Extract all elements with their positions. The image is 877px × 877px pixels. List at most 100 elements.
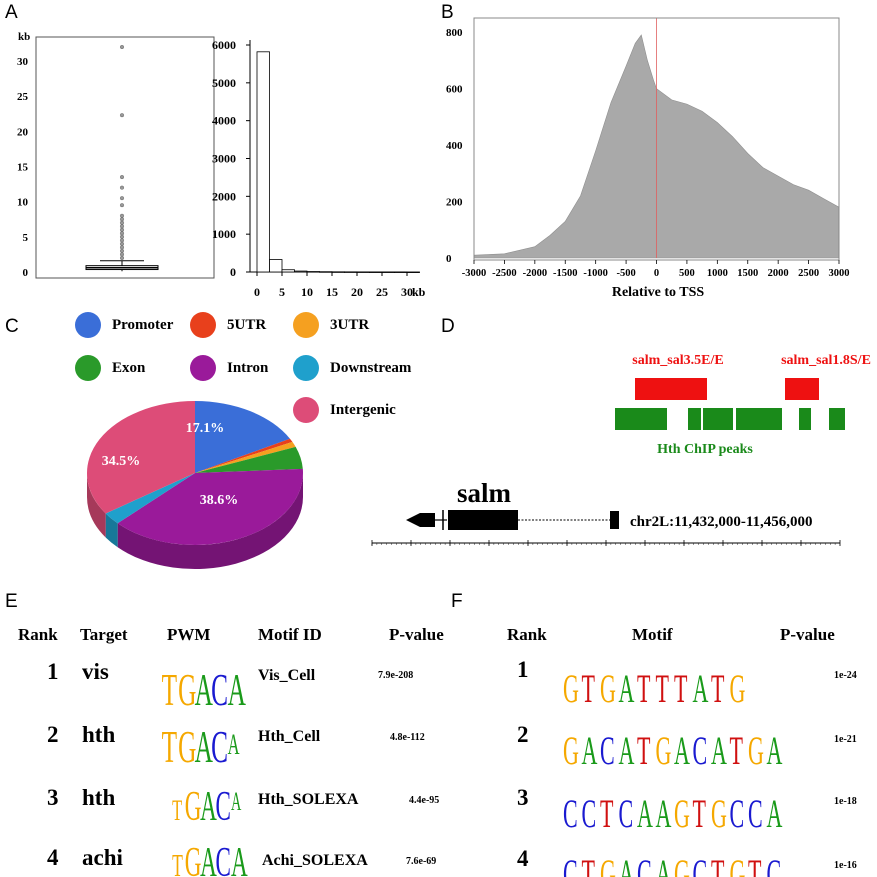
svg-text:C: C <box>211 665 228 716</box>
motif-letter: A <box>693 666 709 711</box>
tss-x-tick-label: -500 <box>616 268 635 279</box>
tss-y-axis: 0 200 400 600 800 <box>446 27 463 265</box>
svg-text:G: G <box>185 840 202 877</box>
hist-x-axis: 0 5 10 15 20 25 30 <box>254 272 413 299</box>
boxplot-y-tick-label: 10 <box>17 197 29 209</box>
pie-slice-5utr <box>195 438 293 473</box>
boxplot-outlier <box>119 213 124 218</box>
pie-slice-promoter <box>195 401 290 473</box>
motif-letter: G <box>730 851 746 877</box>
tss-x-tick-label: 0 <box>654 268 659 279</box>
pie-label-intergenic: 34.5% <box>102 454 141 469</box>
svg-text:A: A <box>200 784 217 830</box>
pwm-logo: T G A C A <box>162 722 240 773</box>
svg-text:T: T <box>162 722 178 773</box>
hist-x-tick-label: 15 <box>326 285 338 299</box>
table-e-motif-id: Vis_Cell <box>258 667 316 684</box>
table-f-pvalue: 1e-16 <box>834 860 857 871</box>
motif-letter: A <box>711 728 727 773</box>
panel-letter-e: E <box>5 591 18 612</box>
pie-slice-intron <box>117 468 303 545</box>
hist-bar <box>331 271 345 273</box>
svg-text:G: G <box>178 665 196 716</box>
boxplot-outlier <box>119 203 124 208</box>
tss-x-tick-label: -2500 <box>492 268 517 279</box>
table-e-rank: 2 <box>47 722 59 747</box>
pwm-logo: T G A C A <box>162 665 246 716</box>
legend-swatch <box>293 355 319 381</box>
boxplot-outlier <box>119 113 124 118</box>
boxplot-outlier <box>119 175 124 180</box>
legend-label: Intron <box>227 360 269 376</box>
hist-bar <box>281 269 295 273</box>
table-f-pvalue: 1e-18 <box>834 796 857 807</box>
legend-swatch <box>75 312 101 338</box>
svg-text:G: G <box>185 784 202 830</box>
table-f-header-rank: Rank <box>507 625 547 644</box>
chip-peaks-label: Hth ChIP peaks <box>657 442 753 457</box>
hist-x-tick-label: 25 <box>376 285 388 299</box>
hist-x-tick-label: 10 <box>301 285 313 299</box>
boxplot-outlier <box>119 241 124 246</box>
hist-bar <box>394 271 408 273</box>
hist-x-unit-label: kb <box>412 285 426 299</box>
hist-bars <box>256 51 420 273</box>
tss-x-tick-label: -2000 <box>523 268 548 279</box>
tss-x-tick-label: -1500 <box>553 268 578 279</box>
boxplot-outlier <box>119 196 124 201</box>
svg-text:T: T <box>162 665 178 716</box>
panel-b-figure: 0 200 400 600 800 -3000 -2500 -2000 -1500 -1000-… <box>446 17 850 300</box>
table-e-target: vis <box>82 659 109 684</box>
legend-label: Downstream <box>330 360 412 376</box>
motif-letter: A <box>637 791 653 836</box>
motif-letter: C <box>600 728 615 773</box>
table-e-header-motif: Motif ID <box>258 625 322 644</box>
table-f-pvalue: 1e-21 <box>834 734 857 745</box>
pie-chart <box>87 401 303 569</box>
motif-letter: G <box>730 666 746 711</box>
motif-letter: T <box>674 666 688 711</box>
motif-letter: A <box>619 666 635 711</box>
motif-letter: A <box>767 728 783 773</box>
tss-x-tick-label: 2500 <box>798 268 819 279</box>
hist-x-tick-label: 5 <box>279 285 285 299</box>
svg-text:A: A <box>231 840 248 877</box>
gene-exon-main <box>448 510 518 530</box>
chip-peak-1 <box>615 408 667 430</box>
hist-y-tick-label: 4000 <box>212 114 236 128</box>
pwm-logo: T G A C A <box>172 840 248 877</box>
chip-peak-5 <box>799 408 811 430</box>
table-f-header-pvalue: P-value <box>780 625 835 644</box>
tss-x-tick-label: 1000 <box>707 268 728 279</box>
motif-letter: G <box>674 791 690 836</box>
table-e-target: achi <box>82 845 123 870</box>
legend-swatch <box>75 355 101 381</box>
chip-peak-4 <box>736 408 782 430</box>
tss-y-tick-label: 200 <box>446 197 463 209</box>
pie-slice-intergenic <box>87 401 195 514</box>
enhancer-label-1: salm_sal3.5E/E <box>632 353 723 368</box>
boxplot-marks <box>85 45 159 272</box>
svg-text:A: A <box>195 665 213 716</box>
tss-x-axis-title: Relative to TSS <box>612 285 705 300</box>
tss-x-tick-label: -3000 <box>462 268 487 279</box>
pwm-logo: T G A C A <box>172 784 241 830</box>
motif-letter: C <box>619 791 634 836</box>
hist-bar <box>256 51 270 273</box>
legend-label: Exon <box>112 360 146 376</box>
svg-text:C: C <box>216 840 231 877</box>
motif-letter: T <box>748 851 762 877</box>
pie-label-intron: 38.6% <box>200 493 239 508</box>
boxplot-frame <box>35 36 215 279</box>
pie-side-intergenic <box>87 473 106 538</box>
hist-bar <box>306 271 320 273</box>
panel-letter-f: F <box>451 591 463 612</box>
svg-text:G: G <box>178 722 196 773</box>
panel-letter-a: A <box>5 2 18 23</box>
boxplot-outlier <box>119 234 124 239</box>
hist-bar <box>319 271 333 273</box>
table-f-rank: 3 <box>517 785 529 810</box>
motif-letter: G <box>600 666 616 711</box>
